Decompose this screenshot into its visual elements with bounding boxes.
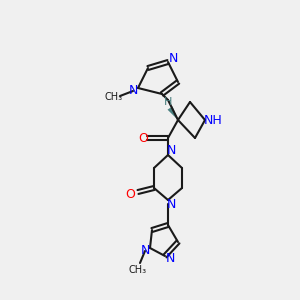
- Text: N: N: [166, 197, 176, 211]
- Text: H: H: [164, 97, 172, 107]
- Text: CH₃: CH₃: [129, 265, 147, 275]
- Text: N: N: [128, 85, 138, 98]
- Polygon shape: [167, 106, 178, 120]
- Text: CH₃: CH₃: [105, 92, 123, 102]
- Text: N: N: [168, 52, 178, 65]
- Text: O: O: [138, 131, 148, 145]
- Text: N: N: [166, 145, 176, 158]
- Text: NH: NH: [204, 113, 222, 127]
- Text: N: N: [165, 253, 175, 266]
- Text: O: O: [125, 188, 135, 200]
- Text: N: N: [140, 244, 150, 257]
